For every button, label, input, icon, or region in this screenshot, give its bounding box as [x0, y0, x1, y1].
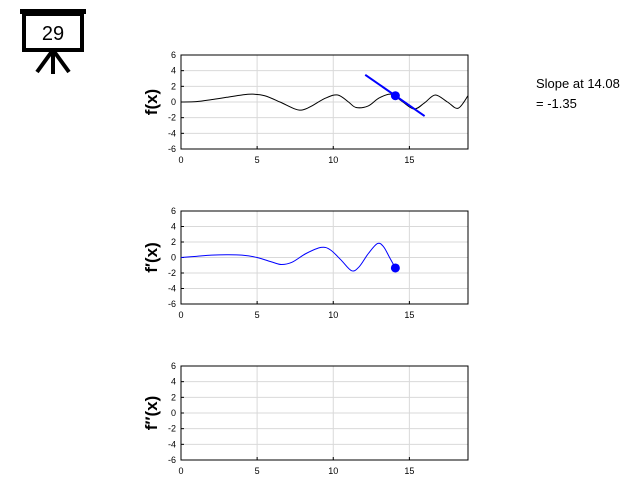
- x-tick-label: 10: [328, 310, 338, 320]
- x-tick-label: 5: [255, 310, 260, 320]
- slope-readout-line1: Slope at 14.08: [536, 76, 620, 91]
- y-tick-label: 6: [171, 361, 176, 371]
- y-tick-label: -2: [168, 424, 176, 434]
- x-tick-label: 15: [404, 310, 414, 320]
- series-line: [180, 242, 396, 272]
- y-tick-label: 0: [171, 97, 176, 107]
- y-tick-label: 2: [171, 237, 176, 247]
- y-tick-label: -4: [168, 284, 176, 294]
- y-tick-label: 6: [171, 206, 176, 216]
- y-tick-label: -6: [168, 455, 176, 465]
- y-tick-label: 4: [171, 377, 176, 387]
- y-tick-label: 2: [171, 81, 176, 91]
- slide-number: 29: [42, 23, 64, 45]
- y-tick-label: -2: [168, 268, 176, 278]
- y-tick-label: 2: [171, 392, 176, 402]
- series-line: [180, 93, 469, 111]
- x-tick-label: 10: [328, 155, 338, 165]
- x-tick-label: 15: [404, 155, 414, 165]
- current-point-marker: [390, 91, 400, 101]
- presentation-easel-icon: [20, 9, 86, 74]
- x-tick-label: 0: [178, 466, 183, 476]
- y-axis-label: f′(x): [142, 242, 161, 273]
- x-tick-label: 0: [178, 310, 183, 320]
- y-tick-label: -4: [168, 439, 176, 449]
- y-tick-label: -2: [168, 113, 176, 123]
- y-axis-label: f(x): [142, 89, 161, 115]
- y-tick-label: -6: [168, 299, 176, 309]
- x-tick-label: 0: [178, 155, 183, 165]
- axes-box: [180, 365, 469, 461]
- x-tick-label: 10: [328, 466, 338, 476]
- y-tick-label: 6: [171, 50, 176, 60]
- y-tick-label: 4: [171, 66, 176, 76]
- x-tick-label: 5: [255, 155, 260, 165]
- y-tick-label: -6: [168, 144, 176, 154]
- y-tick-label: 0: [171, 408, 176, 418]
- current-point-marker: [390, 263, 400, 273]
- y-tick-label: 4: [171, 222, 176, 232]
- y-tick-label: -4: [168, 128, 176, 138]
- slope-readout-line2: = -1.35: [536, 96, 577, 111]
- x-tick-label: 5: [255, 466, 260, 476]
- y-tick-label: 0: [171, 253, 176, 263]
- slope-readout: Slope at 14.08 = -1.35: [536, 74, 620, 114]
- x-tick-label: 15: [404, 466, 414, 476]
- y-axis-label: f″(x): [142, 396, 161, 431]
